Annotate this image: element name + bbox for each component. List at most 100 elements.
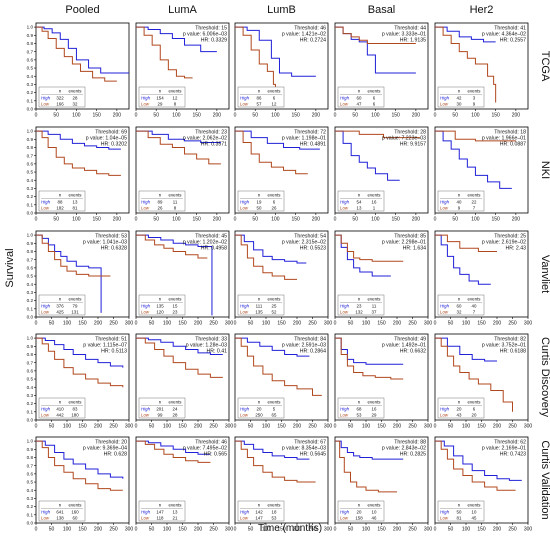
table-high-n: 20 — [257, 407, 262, 412]
x-tick-label: 50 — [153, 113, 159, 119]
table-high-label: High — [141, 407, 151, 412]
table-low-n: 120 — [156, 310, 164, 315]
plot-frame — [234, 22, 329, 110]
x-tick-label: 50 — [252, 113, 258, 119]
table-high-events: 6 — [273, 96, 276, 101]
stats-table — [138, 86, 186, 108]
hr-label: HR: 0.4891 — [300, 142, 326, 148]
x-tick-label: 200 — [293, 424, 302, 430]
hr-label: HR: 1.9135 — [400, 38, 426, 44]
plot-frame — [234, 126, 329, 214]
table-low-label: Low — [440, 516, 449, 521]
x-tick-label: 100 — [362, 527, 371, 533]
p-value-label: p value: 1.202e–02 — [183, 240, 227, 246]
table-low-events: 9 — [473, 102, 476, 107]
table-header-n: n — [159, 503, 162, 508]
y-tick-label: 0.6 — [27, 57, 34, 62]
plot-frame — [35, 22, 130, 110]
threshold-label: Threshold: 23 — [195, 130, 227, 136]
row-header: Vanvliet — [539, 255, 550, 293]
table-header-events: events — [69, 193, 83, 198]
hr-label: HR: 0.5523 — [300, 246, 326, 252]
x-tick-label: 200 — [94, 424, 103, 430]
p-value-label: p value: 1.115e–07 — [83, 343, 127, 349]
stats-table — [138, 294, 186, 316]
table-high-events: 10 — [472, 510, 477, 515]
panel-vanvliet-pooled: 0.0 0.1 0.2 0.3 0.4 0.5 0.6 0.7 0.8 0.9 1.0 0 50 100 1… — [27, 230, 134, 327]
plot-frame — [35, 126, 130, 214]
x-tick-label: 0 — [35, 217, 38, 223]
series-low-line — [136, 26, 193, 79]
x-tick-label: 200 — [512, 113, 521, 119]
x-tick-label: 100 — [63, 527, 72, 533]
p-value-label: p value: 9.369e–04 — [83, 446, 127, 452]
column-headers: Pooled LumA LumB Basal Her2 — [65, 4, 493, 16]
x-tick-label: 50 — [53, 113, 59, 119]
table-high-label: High — [340, 96, 350, 101]
x-tick-label: 50 — [149, 321, 155, 327]
table-high-n: 88 — [58, 200, 63, 205]
row-header: NKI — [539, 161, 550, 179]
p-value-label: p value: 7.223e–03 — [382, 136, 426, 142]
p-value-label: p value: 7.495e–02 — [183, 446, 227, 452]
table-low-events: 8 — [174, 206, 177, 211]
table-low-events: 46 — [372, 516, 377, 521]
table-high-label: High — [440, 96, 450, 101]
table-header-events: events — [69, 89, 83, 94]
table-low-n: 182 — [56, 206, 64, 211]
x-tick-label: 100 — [471, 113, 480, 119]
column-header: LumB — [267, 4, 296, 16]
x-tick-label: 150 — [391, 217, 400, 223]
x-tick-label: 300 — [125, 321, 134, 327]
table-low-events: 60 — [73, 516, 78, 521]
table-high-n: 20 — [457, 407, 462, 412]
series-low-line — [435, 440, 516, 491]
p-value-label: p value: 6.006e–03 — [183, 32, 227, 38]
x-tick-label: 300 — [125, 527, 134, 533]
table-header-events: events — [169, 503, 183, 508]
row-header: Curtis Validation — [539, 440, 550, 519]
table-low-label: Low — [240, 516, 249, 521]
stats-table — [138, 500, 186, 522]
x-tick-label: 100 — [262, 321, 271, 327]
x-tick-label: 200 — [493, 527, 502, 533]
hr-label: HR: 0.2825 — [400, 452, 426, 458]
x-tick-label: 0 — [135, 113, 138, 119]
x-tick-label: 50 — [49, 321, 55, 327]
threshold-label: Threshold: 84 — [294, 337, 326, 343]
table-low-events: 53 — [272, 516, 277, 521]
table-low-label: Low — [340, 102, 349, 107]
hr-label: HR: 0.7423 — [500, 452, 526, 458]
table-high-events: 3 — [473, 96, 476, 101]
p-value-label: p value: 1.04e–05 — [86, 136, 127, 142]
x-tick-label: 0 — [334, 217, 337, 223]
x-tick-label: 150 — [377, 424, 386, 430]
table-low-n: 9 — [458, 206, 461, 211]
y-tick-label: 0.2 — [27, 298, 34, 303]
series-low-line — [136, 234, 208, 259]
y-tick-label: 0.8 — [27, 145, 34, 150]
x-tick-label: 200 — [493, 424, 502, 430]
table-high-label: High — [240, 407, 250, 412]
stats-table — [337, 86, 385, 108]
x-tick-label: 200 — [293, 321, 302, 327]
stats-table — [237, 397, 285, 419]
table-high-label: High — [41, 407, 51, 412]
y-tick-label: 0.7 — [27, 463, 34, 468]
plot-frame — [334, 126, 429, 214]
x-tick-label: 100 — [462, 424, 471, 430]
table-high-label: High — [41, 96, 51, 101]
x-tick-label: 150 — [277, 321, 286, 327]
table-high-n: 135 — [156, 304, 164, 309]
table-low-n: 118 — [157, 516, 165, 521]
table-high-n: 60 — [357, 96, 362, 101]
x-tick-label: 100 — [262, 527, 271, 533]
table-header-n: n — [458, 297, 461, 302]
x-tick-label: 0 — [135, 527, 138, 533]
y-tick-label: 0.1 — [27, 512, 34, 517]
table-low-n: 26 — [158, 206, 163, 211]
table-low-n: 135 — [255, 310, 263, 315]
x-tick-label: 0 — [234, 321, 237, 327]
y-tick-label: 0.3 — [27, 496, 34, 501]
x-tick-label: 50 — [248, 527, 254, 533]
